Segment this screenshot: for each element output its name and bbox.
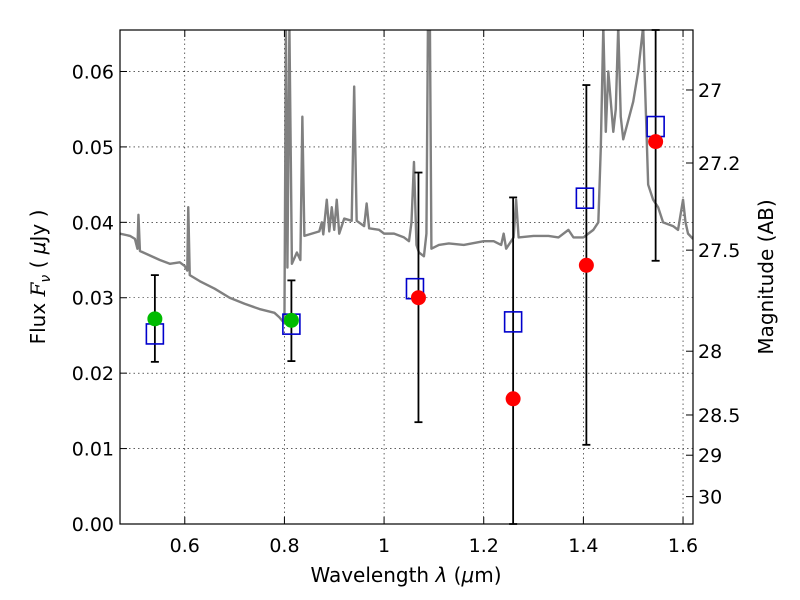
model-box-point (575, 187, 595, 209)
x-tick-label: 0.8 (269, 535, 299, 557)
y-axis-label-post: Jy ) (26, 210, 50, 244)
y-axis-label-nu: ν (38, 275, 54, 283)
y-axis-label: Flux Fν ( μJy ) (26, 210, 54, 345)
y2-axis-label: Magnitude (AB) (754, 199, 778, 354)
x-tick-label: 1.2 (469, 535, 499, 557)
tick-layer: 0.6 0.8 1 1.2 1.4 1.6 0.00 0.01 0.02 0.03 0.04 0.05… (72, 30, 740, 557)
observed-point-layer (147, 134, 664, 407)
observed-green-point (147, 311, 163, 327)
y2-tick-label: 29 (698, 445, 722, 467)
y2-tick-label: 28 (698, 341, 722, 363)
y-axis-label-mu: μ (26, 241, 50, 255)
x-axis-label-post: m) (474, 563, 501, 587)
y-axis-label-pre: Flux (26, 296, 50, 344)
y-tick-label: 0.01 (72, 439, 114, 461)
y-tick-label: 0.03 (72, 288, 114, 310)
observed-red-point (578, 257, 594, 273)
x-tick-label: 1.4 (568, 535, 598, 557)
x-axis-label-mu: μ (460, 563, 474, 587)
x-tick-label: 1.6 (668, 535, 698, 557)
y-tick-label: 0.02 (72, 363, 114, 385)
x-axis-label: Wavelength λ (μm) (310, 563, 501, 587)
spectrum-line (120, 30, 693, 325)
observed-red-point (505, 391, 521, 407)
y-tick-label: 0.00 (72, 514, 114, 536)
x-tick-label: 0.6 (170, 535, 200, 557)
y-tick-label: 0.04 (72, 212, 114, 234)
x-tick-label: 1 (378, 535, 390, 557)
x-axis-label-pre: Wavelength (310, 563, 435, 587)
observed-green-point (283, 312, 299, 328)
y2-tick-label: 30 (698, 487, 722, 509)
y-tick-label: 0.05 (72, 137, 114, 159)
y-tick-label: 0.06 (72, 61, 114, 83)
x-axis-label-lambda: λ (434, 563, 447, 587)
plot-frame (119, 29, 694, 525)
y-axis-label-mid: ( (26, 254, 50, 275)
observed-red-point (410, 290, 426, 306)
x-axis-label-mid: ( (447, 563, 461, 587)
y2-tick-label: 27 (698, 80, 722, 102)
grid (120, 30, 693, 524)
y2-tick-label: 27.5 (698, 240, 740, 262)
y2-tick-label: 28.5 (698, 405, 740, 427)
observed-red-point (648, 134, 664, 150)
y2-tick-label: 27.2 (698, 153, 740, 175)
spectrum-layer (120, 30, 693, 325)
y-axis-label-f: F (26, 281, 50, 297)
model-box-point (503, 311, 523, 333)
